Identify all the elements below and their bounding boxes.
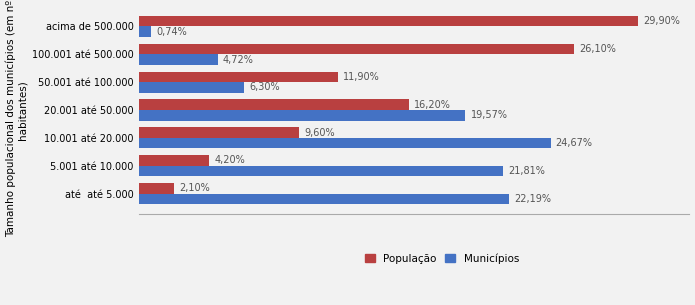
- Bar: [139, 183, 174, 194]
- Bar: [139, 155, 209, 166]
- Bar: [139, 127, 300, 138]
- Bar: [139, 72, 338, 82]
- Bar: [139, 27, 152, 37]
- Text: 6,30%: 6,30%: [250, 82, 280, 92]
- Text: 2,10%: 2,10%: [179, 183, 210, 193]
- Bar: [139, 82, 244, 93]
- Text: 19,57%: 19,57%: [471, 110, 507, 120]
- Bar: [139, 16, 638, 27]
- Bar: [139, 99, 409, 110]
- Bar: [139, 166, 503, 176]
- Bar: [139, 110, 466, 120]
- Text: 24,67%: 24,67%: [555, 138, 593, 148]
- Text: 21,81%: 21,81%: [508, 166, 545, 176]
- Text: 16,20%: 16,20%: [414, 100, 451, 110]
- Text: 4,20%: 4,20%: [214, 156, 245, 165]
- Text: 29,90%: 29,90%: [643, 16, 680, 26]
- Text: 0,74%: 0,74%: [156, 27, 187, 37]
- Text: 9,60%: 9,60%: [304, 127, 335, 138]
- Text: 11,90%: 11,90%: [343, 72, 379, 82]
- Bar: [139, 194, 509, 204]
- Legend: População, Municípios: População, Municípios: [360, 249, 523, 268]
- Bar: [139, 44, 574, 54]
- Text: 22,19%: 22,19%: [514, 194, 551, 204]
- Bar: [139, 54, 218, 65]
- Text: 26,10%: 26,10%: [580, 44, 616, 54]
- Bar: [139, 138, 550, 149]
- Y-axis label: Tamanho populacional dos municípios (em nº de
habitantes): Tamanho populacional dos municípios (em …: [6, 0, 28, 237]
- Text: 4,72%: 4,72%: [223, 55, 254, 65]
